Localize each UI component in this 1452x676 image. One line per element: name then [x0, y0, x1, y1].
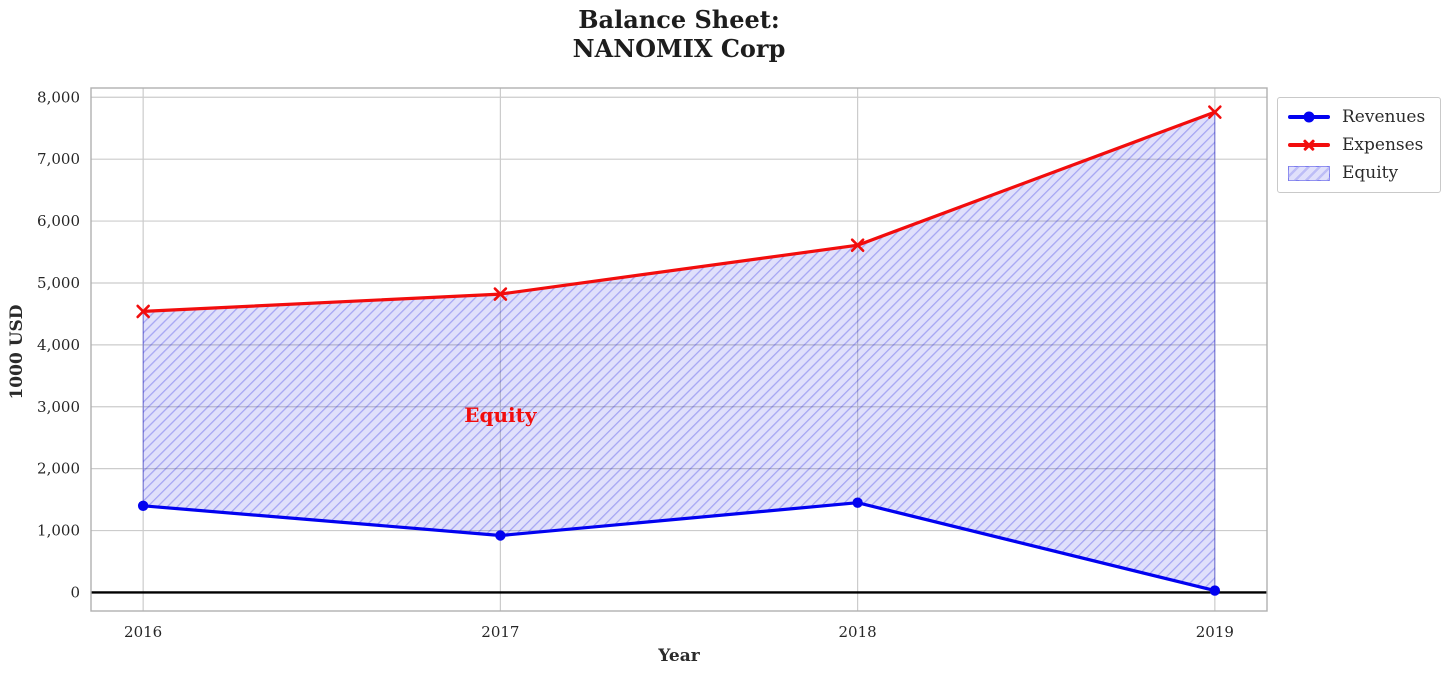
y-axis-label: 1000 USD [7, 304, 27, 400]
x-tick-label: 2018 [839, 623, 877, 641]
y-tick-label: 0 [70, 583, 80, 601]
legend-item-equity: Equity [1288, 160, 1430, 186]
expenses-line-icon [1288, 139, 1330, 151]
revenues-marker [137, 500, 149, 511]
chart-title: Balance Sheet: NANOMIX Corp [91, 5, 1267, 63]
y-tick-label: 5,000 [37, 274, 80, 292]
revenues-marker [495, 530, 506, 541]
circle-marker-icon [1303, 111, 1315, 123]
expenses-marker [136, 304, 150, 319]
chart-title-line1: Balance Sheet: [578, 5, 780, 34]
y-tick-label: 7,000 [37, 150, 80, 168]
y-tick-label: 6,000 [37, 212, 80, 230]
legend-item-revenues: Revenues [1288, 104, 1430, 130]
chart-title-line2: NANOMIX Corp [572, 34, 786, 63]
x-tick-label: 2017 [481, 623, 519, 641]
legend-label-equity: Equity [1342, 163, 1399, 183]
y-tick-label: 1,000 [37, 522, 80, 540]
plot-border [90, 87, 1268, 612]
revenues-line-icon [1288, 111, 1330, 123]
y-tick-label: 3,000 [37, 398, 80, 416]
revenues-line [143, 501, 1216, 593]
equity-patch-icon [1288, 165, 1330, 181]
y-tick-label: 8,000 [37, 88, 80, 106]
expenses-marker [1208, 105, 1222, 119]
x-tick-label: 2016 [124, 623, 162, 641]
legend-label-revenues: Revenues [1342, 107, 1426, 127]
x-marker-icon [1303, 139, 1315, 151]
expenses-marker [850, 238, 865, 253]
equity-annotation: Equity [464, 402, 537, 427]
expenses-line [143, 110, 1216, 313]
x-axis-label: Year [658, 646, 700, 666]
legend-label-expenses: Expenses [1342, 135, 1424, 155]
expenses-marker [493, 287, 508, 301]
revenues-marker [1209, 585, 1221, 596]
legend: Revenues Expenses Equity [1277, 97, 1441, 193]
legend-item-expenses: Expenses [1288, 132, 1430, 158]
revenues-marker [852, 497, 863, 508]
y-tick-label: 4,000 [37, 336, 80, 354]
y-tick-label: 2,000 [37, 460, 80, 478]
x-tick-label: 2019 [1196, 623, 1234, 641]
